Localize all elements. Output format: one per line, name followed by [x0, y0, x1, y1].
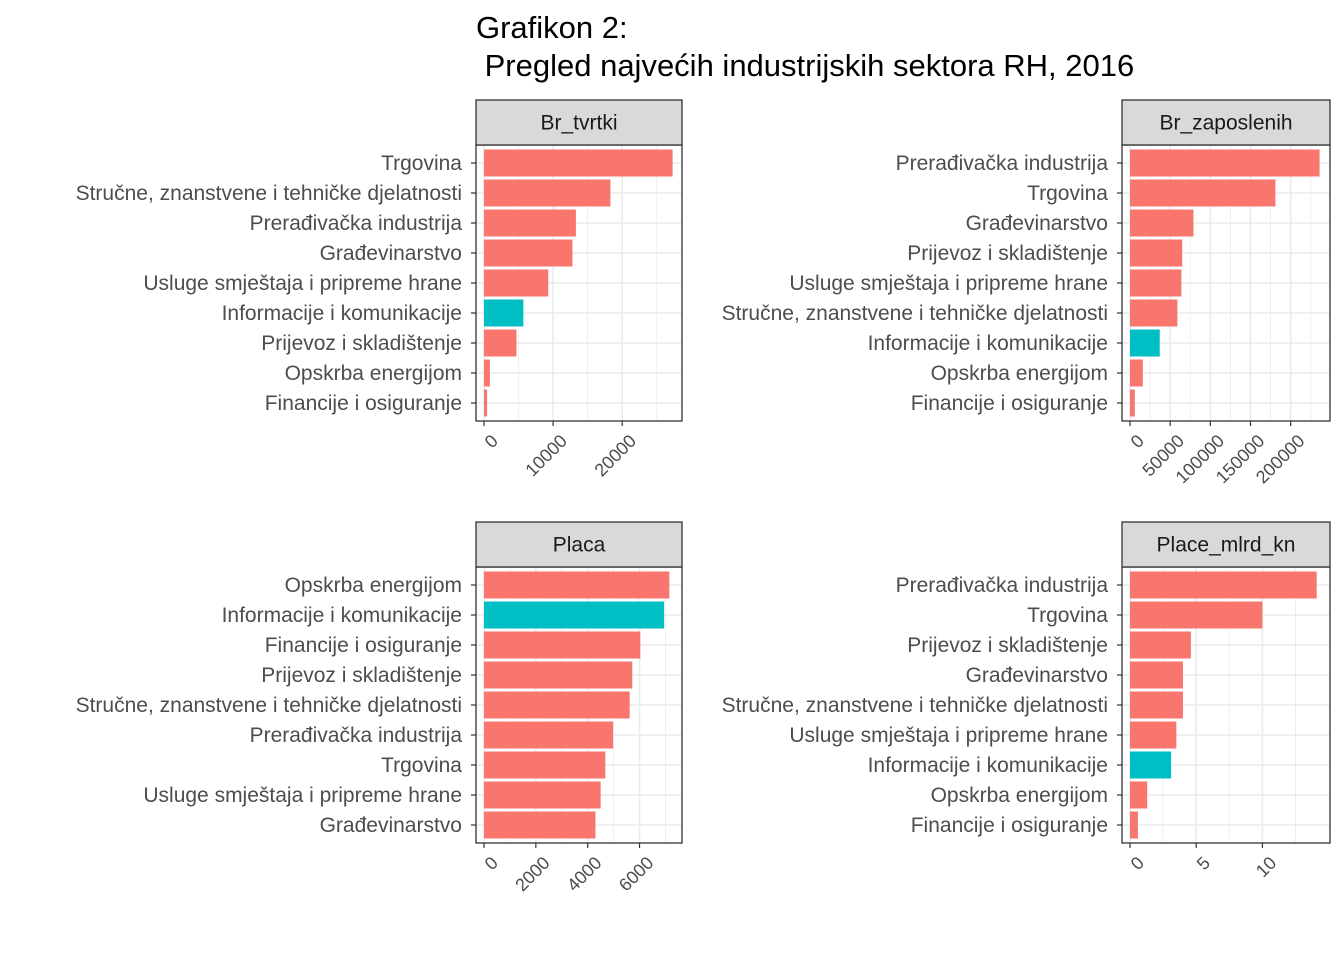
x-tick-label: 0	[481, 431, 502, 452]
category-label: Stručne, znanstvene i tehničke djelatnos…	[76, 694, 462, 717]
facet-strip-label: Place_mlrd_kn	[1157, 534, 1296, 557]
facet-panel-4: Place_mlrd_kn Prerađivačka industrija Trgo…	[722, 521, 1331, 881]
category-label: Građevinarstvo	[320, 814, 462, 837]
category-label: Prerađivačka industrija	[896, 574, 1109, 597]
bar-7	[1130, 751, 1172, 779]
bar-6	[484, 721, 614, 749]
category-label: Prerađivačka industrija	[250, 212, 463, 235]
bar-1	[1130, 571, 1317, 599]
bar-9	[484, 811, 596, 839]
bar-5	[1130, 691, 1183, 719]
facet-panel-2: Br_zaposlenih Prerađivačka industrija Trgo…	[722, 99, 1331, 487]
x-tick-label: 10000	[521, 431, 571, 481]
facet-strip-label: Placa	[553, 534, 606, 557]
bar-5	[484, 269, 549, 297]
bar-2	[1130, 179, 1276, 207]
facet-strip	[475, 521, 683, 568]
bar-1	[484, 149, 673, 177]
bar-1	[1130, 149, 1320, 177]
x-tick-label: 10	[1252, 853, 1280, 881]
category-label: Prijevoz i skladištenje	[261, 664, 462, 687]
facet-strip-label: Br_zaposlenih	[1159, 112, 1292, 135]
category-label: Građevinarstvo	[966, 664, 1108, 687]
facet-panel-3: Placa Opskrba energijom Informacije i komu…	[76, 521, 683, 895]
category-label: Stručne, znanstvene i tehničke djelatnos…	[76, 182, 462, 205]
x-tick-label: 0	[481, 853, 502, 874]
x-tick-label: 20000	[591, 431, 641, 481]
bar-4	[484, 239, 573, 267]
category-label: Stručne, znanstvene i tehničke djelatnos…	[722, 302, 1108, 325]
category-label: Usluge smještaja i pripreme hrane	[789, 272, 1108, 295]
bar-8	[484, 359, 490, 387]
facet-strip	[475, 99, 683, 146]
category-label: Stručne, znanstvene i tehničke djelatnos…	[722, 694, 1108, 717]
bar-4	[1130, 661, 1183, 689]
x-tick-label: 6000	[615, 853, 657, 895]
bar-9	[484, 389, 488, 417]
bar-9	[1130, 389, 1135, 417]
bar-2	[484, 179, 611, 207]
bar-6	[484, 299, 524, 327]
category-label: Trgovina	[1027, 182, 1108, 205]
bar-7	[484, 329, 517, 357]
bar-2	[1130, 601, 1263, 629]
category-label: Trgovina	[381, 152, 462, 175]
category-label: Trgovina	[381, 754, 462, 777]
category-label: Opskrba energijom	[285, 362, 462, 385]
chart-title-line-1: Grafikon 2:	[476, 10, 628, 45]
facet-strip-label: Br_tvrtki	[540, 112, 617, 135]
bar-8	[1130, 359, 1143, 387]
bar-4	[1130, 239, 1183, 267]
x-tick-label: 4000	[563, 853, 605, 895]
category-label: Prerađivačka industrija	[250, 724, 463, 747]
bar-8	[1130, 781, 1148, 809]
x-tick-label: 2000	[511, 853, 553, 895]
category-label: Informacije i komunikacije	[868, 754, 1108, 777]
category-label: Prerađivačka industrija	[896, 152, 1109, 175]
bar-5	[1130, 269, 1182, 297]
category-label: Informacije i komunikacije	[222, 604, 462, 627]
category-label: Financije i osiguranje	[265, 392, 462, 415]
category-label: Opskrba energijom	[931, 784, 1108, 807]
bar-2	[484, 601, 665, 629]
category-label: Prijevoz i skladištenje	[907, 634, 1108, 657]
x-tick-label: 5	[1193, 853, 1214, 874]
facet-panel-1: Br_tvrtki Trgovina Stručne, znanstvene i t…	[76, 99, 683, 481]
category-label: Usluge smještaja i pripreme hrane	[143, 784, 462, 807]
category-label: Financije i osiguranje	[265, 634, 462, 657]
bar-3	[484, 631, 641, 659]
facet-strip	[1121, 99, 1331, 146]
category-label: Prijevoz i skladištenje	[907, 242, 1108, 265]
facet-strip	[1121, 521, 1331, 568]
bar-6	[1130, 721, 1177, 749]
bar-7	[484, 751, 606, 779]
x-tick-label: 0	[1127, 853, 1148, 874]
bar-7	[1130, 329, 1160, 357]
bar-4	[484, 661, 633, 689]
category-label: Građevinarstvo	[320, 242, 462, 265]
bar-6	[1130, 299, 1178, 327]
x-tick-label: 0	[1127, 431, 1148, 452]
category-label: Financije i osiguranje	[911, 814, 1108, 837]
bar-3	[1130, 209, 1194, 237]
category-label: Trgovina	[1027, 604, 1108, 627]
category-label: Prijevoz i skladištenje	[261, 332, 462, 355]
category-label: Financije i osiguranje	[911, 392, 1108, 415]
category-label: Usluge smještaja i pripreme hrane	[143, 272, 462, 295]
bar-3	[1130, 631, 1191, 659]
bar-5	[484, 691, 630, 719]
bar-1	[484, 571, 670, 599]
bar-3	[484, 209, 576, 237]
category-label: Informacije i komunikacije	[868, 332, 1108, 355]
category-label: Usluge smještaja i pripreme hrane	[789, 724, 1108, 747]
chart-title-line-2: Pregled najvećih industrijskih sektora R…	[476, 48, 1135, 83]
category-label: Opskrba energijom	[931, 362, 1108, 385]
category-label: Građevinarstvo	[966, 212, 1108, 235]
bar-8	[484, 781, 601, 809]
category-label: Opskrba energijom	[285, 574, 462, 597]
category-label: Informacije i komunikacije	[222, 302, 462, 325]
bar-9	[1130, 811, 1138, 839]
